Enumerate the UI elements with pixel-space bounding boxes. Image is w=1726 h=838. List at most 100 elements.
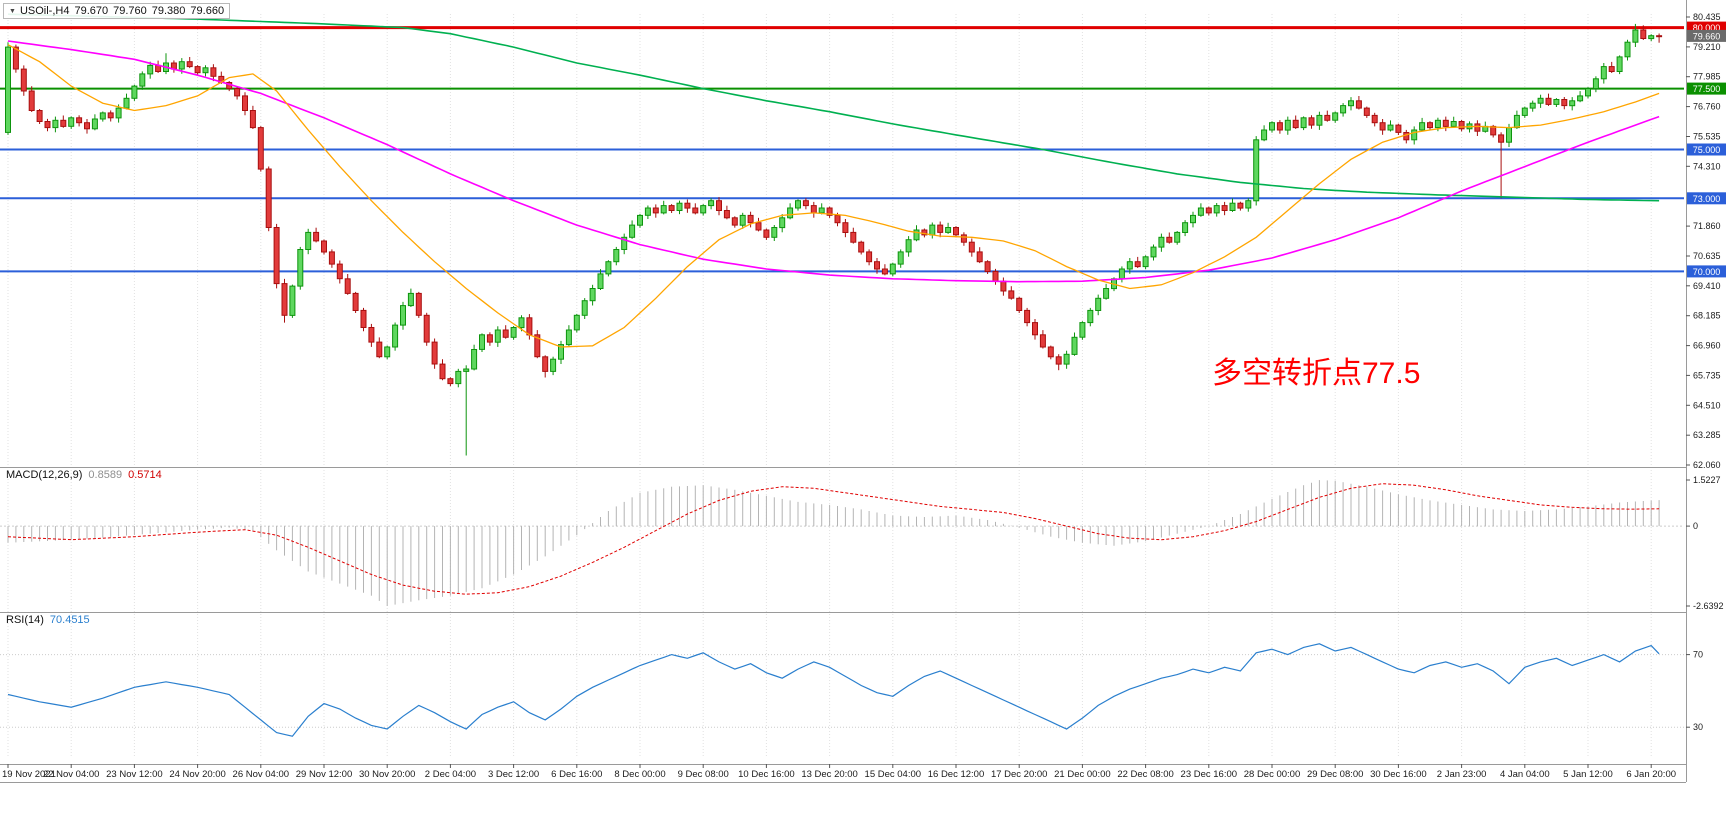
price-tick-label: 63.285 <box>1693 430 1721 440</box>
candle <box>700 205 707 214</box>
chart-annotation[interactable]: 多空转折点77.5 <box>1212 357 1421 390</box>
candle <box>810 205 817 214</box>
time-label: 29 Nov 12:00 <box>296 769 353 780</box>
candle <box>265 168 272 228</box>
candle <box>471 349 478 370</box>
price-badge <box>1687 82 1726 95</box>
time-label: 4 Jan 04:00 <box>1500 769 1550 780</box>
candle <box>91 118 98 130</box>
candle <box>1600 66 1607 80</box>
candle <box>1190 214 1196 224</box>
time-label: 30 Dec 16:00 <box>1370 769 1427 780</box>
candle <box>526 317 533 336</box>
candle <box>1016 297 1023 311</box>
price-badge-label: 79.660 <box>1693 31 1721 41</box>
candle <box>866 251 873 263</box>
candle <box>178 61 185 70</box>
macd-signal-line <box>7 483 1660 595</box>
candle <box>1537 97 1544 104</box>
macd-indicator-label: MACD(12,26,9) 0.8589 0.5714 <box>6 469 162 481</box>
rsi-axis-label: 30 <box>1693 722 1703 732</box>
candle <box>5 46 11 133</box>
candle <box>1253 139 1260 202</box>
price-tick-label: 66.960 <box>1693 341 1721 351</box>
candle <box>747 214 754 224</box>
candle <box>684 202 691 209</box>
candle <box>913 229 920 241</box>
symbol-timeframe-label: USOil-,H4 <box>19 5 70 17</box>
candle <box>1197 207 1204 216</box>
candle <box>321 240 327 253</box>
time-label: 6 Jan 20:00 <box>1626 769 1676 780</box>
candle <box>1308 117 1315 126</box>
price-tick-label: 74.310 <box>1693 161 1721 171</box>
candle <box>1095 297 1102 311</box>
symbol-dropdown-icon[interactable]: ▼ <box>9 8 16 15</box>
candle <box>629 224 636 238</box>
candle <box>1063 353 1070 365</box>
candle <box>889 263 896 275</box>
candle <box>415 292 422 316</box>
candle <box>771 227 778 238</box>
time-label: 8 Dec 00:00 <box>614 769 665 780</box>
candle <box>613 249 620 263</box>
candle <box>1403 132 1410 141</box>
candle <box>692 207 699 214</box>
candle <box>455 370 462 385</box>
time-label: 9 Dec 08:00 <box>678 769 729 780</box>
time-label: 21 Dec 00:00 <box>1054 769 1111 780</box>
candle <box>297 249 304 287</box>
candle <box>99 112 106 120</box>
candle <box>1545 97 1552 105</box>
candle <box>716 200 722 211</box>
price-badge <box>1687 265 1726 278</box>
time-label: 16 Dec 12:00 <box>928 769 985 780</box>
candle <box>1276 122 1283 131</box>
price-axis[interactable]: 80.435 79.210 77.985 76.760 75.535 74.310 71.8… <box>1686 12 1726 732</box>
candle <box>953 227 959 236</box>
candle <box>447 378 454 385</box>
candle <box>1355 100 1362 109</box>
candle <box>1585 88 1591 97</box>
main-panel[interactable] <box>0 13 1684 456</box>
time-label: 6 Dec 16:00 <box>551 769 602 780</box>
candle <box>1506 127 1512 143</box>
price-badge-label: 80.000 <box>1693 23 1721 33</box>
time-label: 28 Dec 00:00 <box>1244 769 1301 780</box>
rsi-panel[interactable] <box>0 643 1684 737</box>
price-badge <box>1687 21 1726 34</box>
candle <box>12 46 19 70</box>
price-tick-label: 75.535 <box>1693 132 1721 142</box>
macd-panel[interactable] <box>0 480 1684 606</box>
candle <box>328 251 335 265</box>
candle <box>881 268 888 275</box>
candle <box>1363 107 1370 116</box>
candle <box>486 334 493 343</box>
candle <box>1450 121 1457 127</box>
candle <box>795 200 801 209</box>
macd-main-value: 0.8589 <box>88 469 123 481</box>
time-label: 22 Dec 08:00 <box>1117 769 1174 780</box>
candle <box>352 292 359 311</box>
price-tick-label: 80.435 <box>1693 12 1721 22</box>
candle <box>1316 114 1323 126</box>
candle <box>1656 35 1663 38</box>
candle <box>1134 261 1141 268</box>
candle <box>1632 29 1639 43</box>
candle <box>1371 114 1378 124</box>
candle <box>202 67 209 74</box>
candle <box>76 117 83 124</box>
candle <box>1292 119 1299 129</box>
candle <box>763 229 770 238</box>
candle <box>44 121 51 129</box>
time-label: 5 Jan 12:00 <box>1563 769 1613 780</box>
time-label: 29 Dec 08:00 <box>1307 769 1364 780</box>
macd-signal-value: 0.5714 <box>128 469 162 481</box>
candle <box>68 117 75 127</box>
rsi-line <box>7 643 1660 737</box>
candle <box>787 207 794 219</box>
time-label: 22 Nov 04:00 <box>43 769 100 780</box>
quote-close: 79.660 <box>190 5 225 17</box>
